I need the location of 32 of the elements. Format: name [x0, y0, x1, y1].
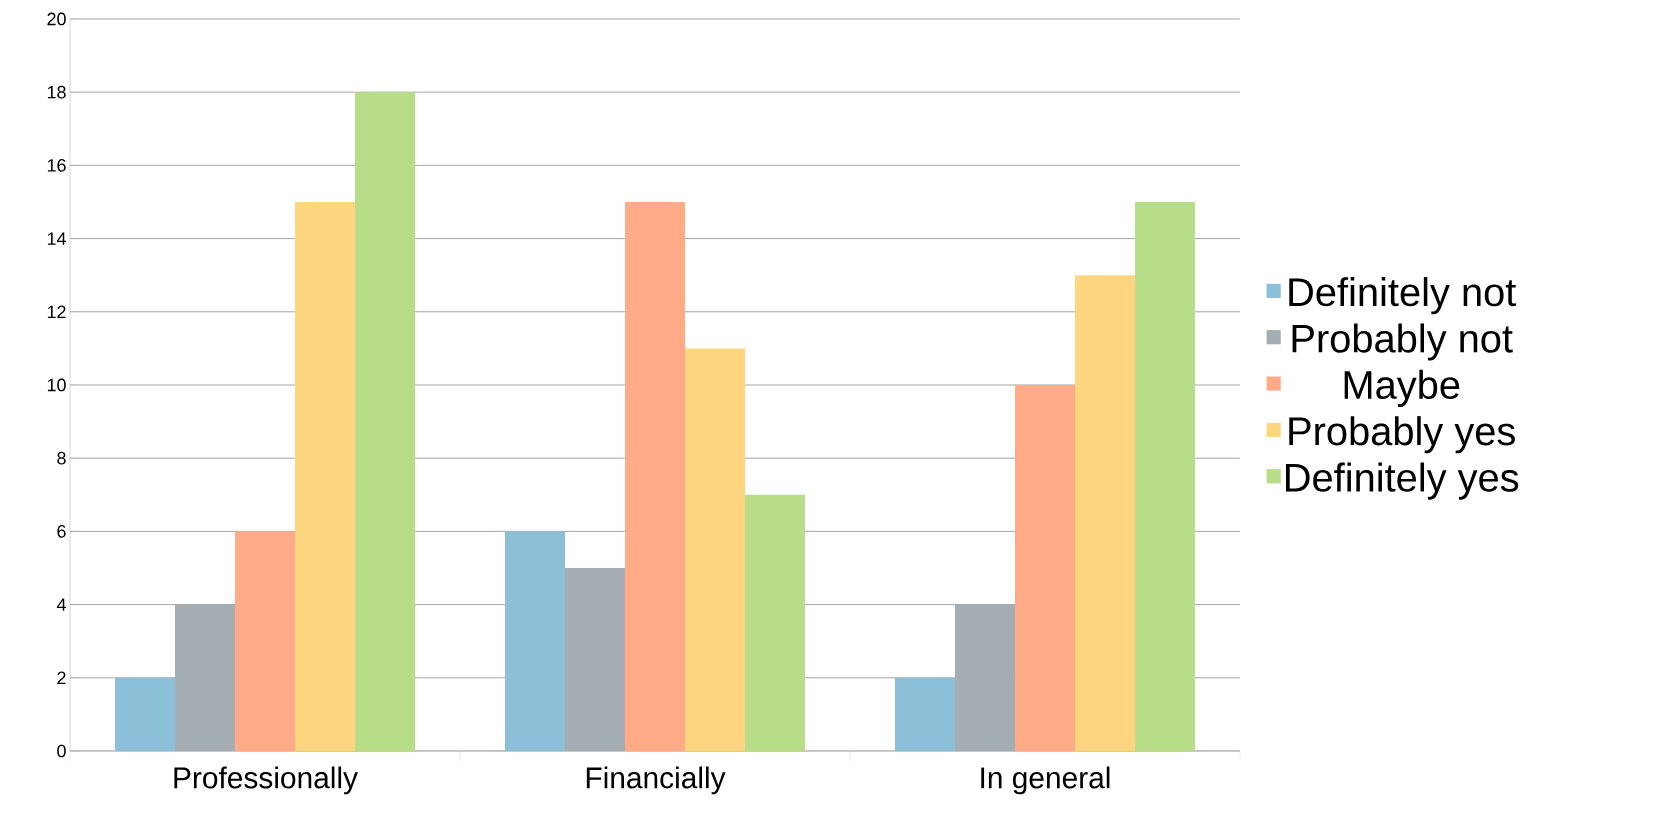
bar	[685, 348, 745, 751]
bar	[115, 677, 176, 751]
bar	[565, 567, 625, 751]
y-tick-label: 6	[57, 525, 66, 538]
y-tick-label: 0	[57, 744, 66, 758]
y-tick-label: 10	[47, 378, 66, 392]
x-tick-label: In general	[981, 766, 1110, 795]
bar	[1014, 384, 1075, 751]
legend-label: Probably not	[1292, 323, 1513, 361]
x-tick-label: Financially	[586, 766, 726, 795]
bar	[295, 201, 356, 751]
bar	[1074, 275, 1135, 751]
legend-label: Definitely yes	[1286, 462, 1519, 500]
y-tick-label: 8	[57, 451, 66, 465]
bar	[745, 494, 805, 751]
bar	[1134, 201, 1195, 751]
bar	[625, 201, 685, 751]
y-tick-label: 18	[47, 85, 66, 99]
y-tick-label: 16	[47, 159, 66, 172]
bar	[355, 92, 416, 751]
bar	[505, 531, 565, 751]
y-tick-label: 2	[57, 671, 66, 685]
bar	[235, 531, 296, 751]
y-tick-label: 4	[56, 598, 66, 611]
x-tick-label: Professionally	[174, 766, 358, 795]
y-tick-label: 20	[47, 12, 66, 26]
legend-label: Probably yes	[1289, 416, 1515, 454]
y-tick-label: 14	[47, 232, 66, 245]
bar	[894, 677, 955, 751]
y-tick-label: 12	[47, 305, 66, 319]
legend-label: Maybe	[1344, 369, 1460, 407]
legend-label: Definitely not	[1289, 277, 1517, 315]
